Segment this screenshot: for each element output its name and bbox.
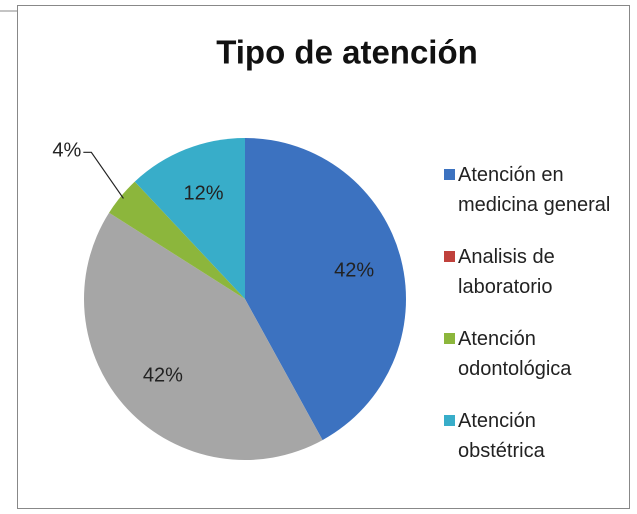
legend-entry: Atención odontológica — [444, 324, 618, 384]
legend-entry: Atención obstétrica — [444, 406, 618, 466]
legend-entry: Analisis de laboratorio — [444, 242, 618, 302]
legend-swatch — [444, 333, 455, 344]
pie-slice — [84, 212, 323, 460]
data-label: 12% — [183, 182, 223, 204]
legend-label: Atención obstétrica — [458, 410, 545, 462]
pie-slice — [109, 181, 245, 299]
chart-title: Tipo de atención — [216, 34, 478, 71]
legend-label: Atención en medicina general — [458, 164, 611, 216]
legend-label: Analisis de laboratorio — [458, 246, 555, 298]
pie-slice — [134, 138, 245, 299]
legend-label: Atención odontológica — [458, 328, 572, 380]
data-label: 42% — [334, 259, 374, 281]
pie-slice — [245, 138, 407, 441]
data-label: 42% — [143, 364, 183, 386]
legend-entry: Atención en medicina general — [444, 160, 618, 220]
legend-swatch — [444, 415, 455, 426]
data-label: 4% — [52, 140, 81, 162]
legend-swatch — [444, 251, 455, 262]
leader-line — [83, 151, 124, 199]
legend-swatch — [444, 169, 455, 180]
